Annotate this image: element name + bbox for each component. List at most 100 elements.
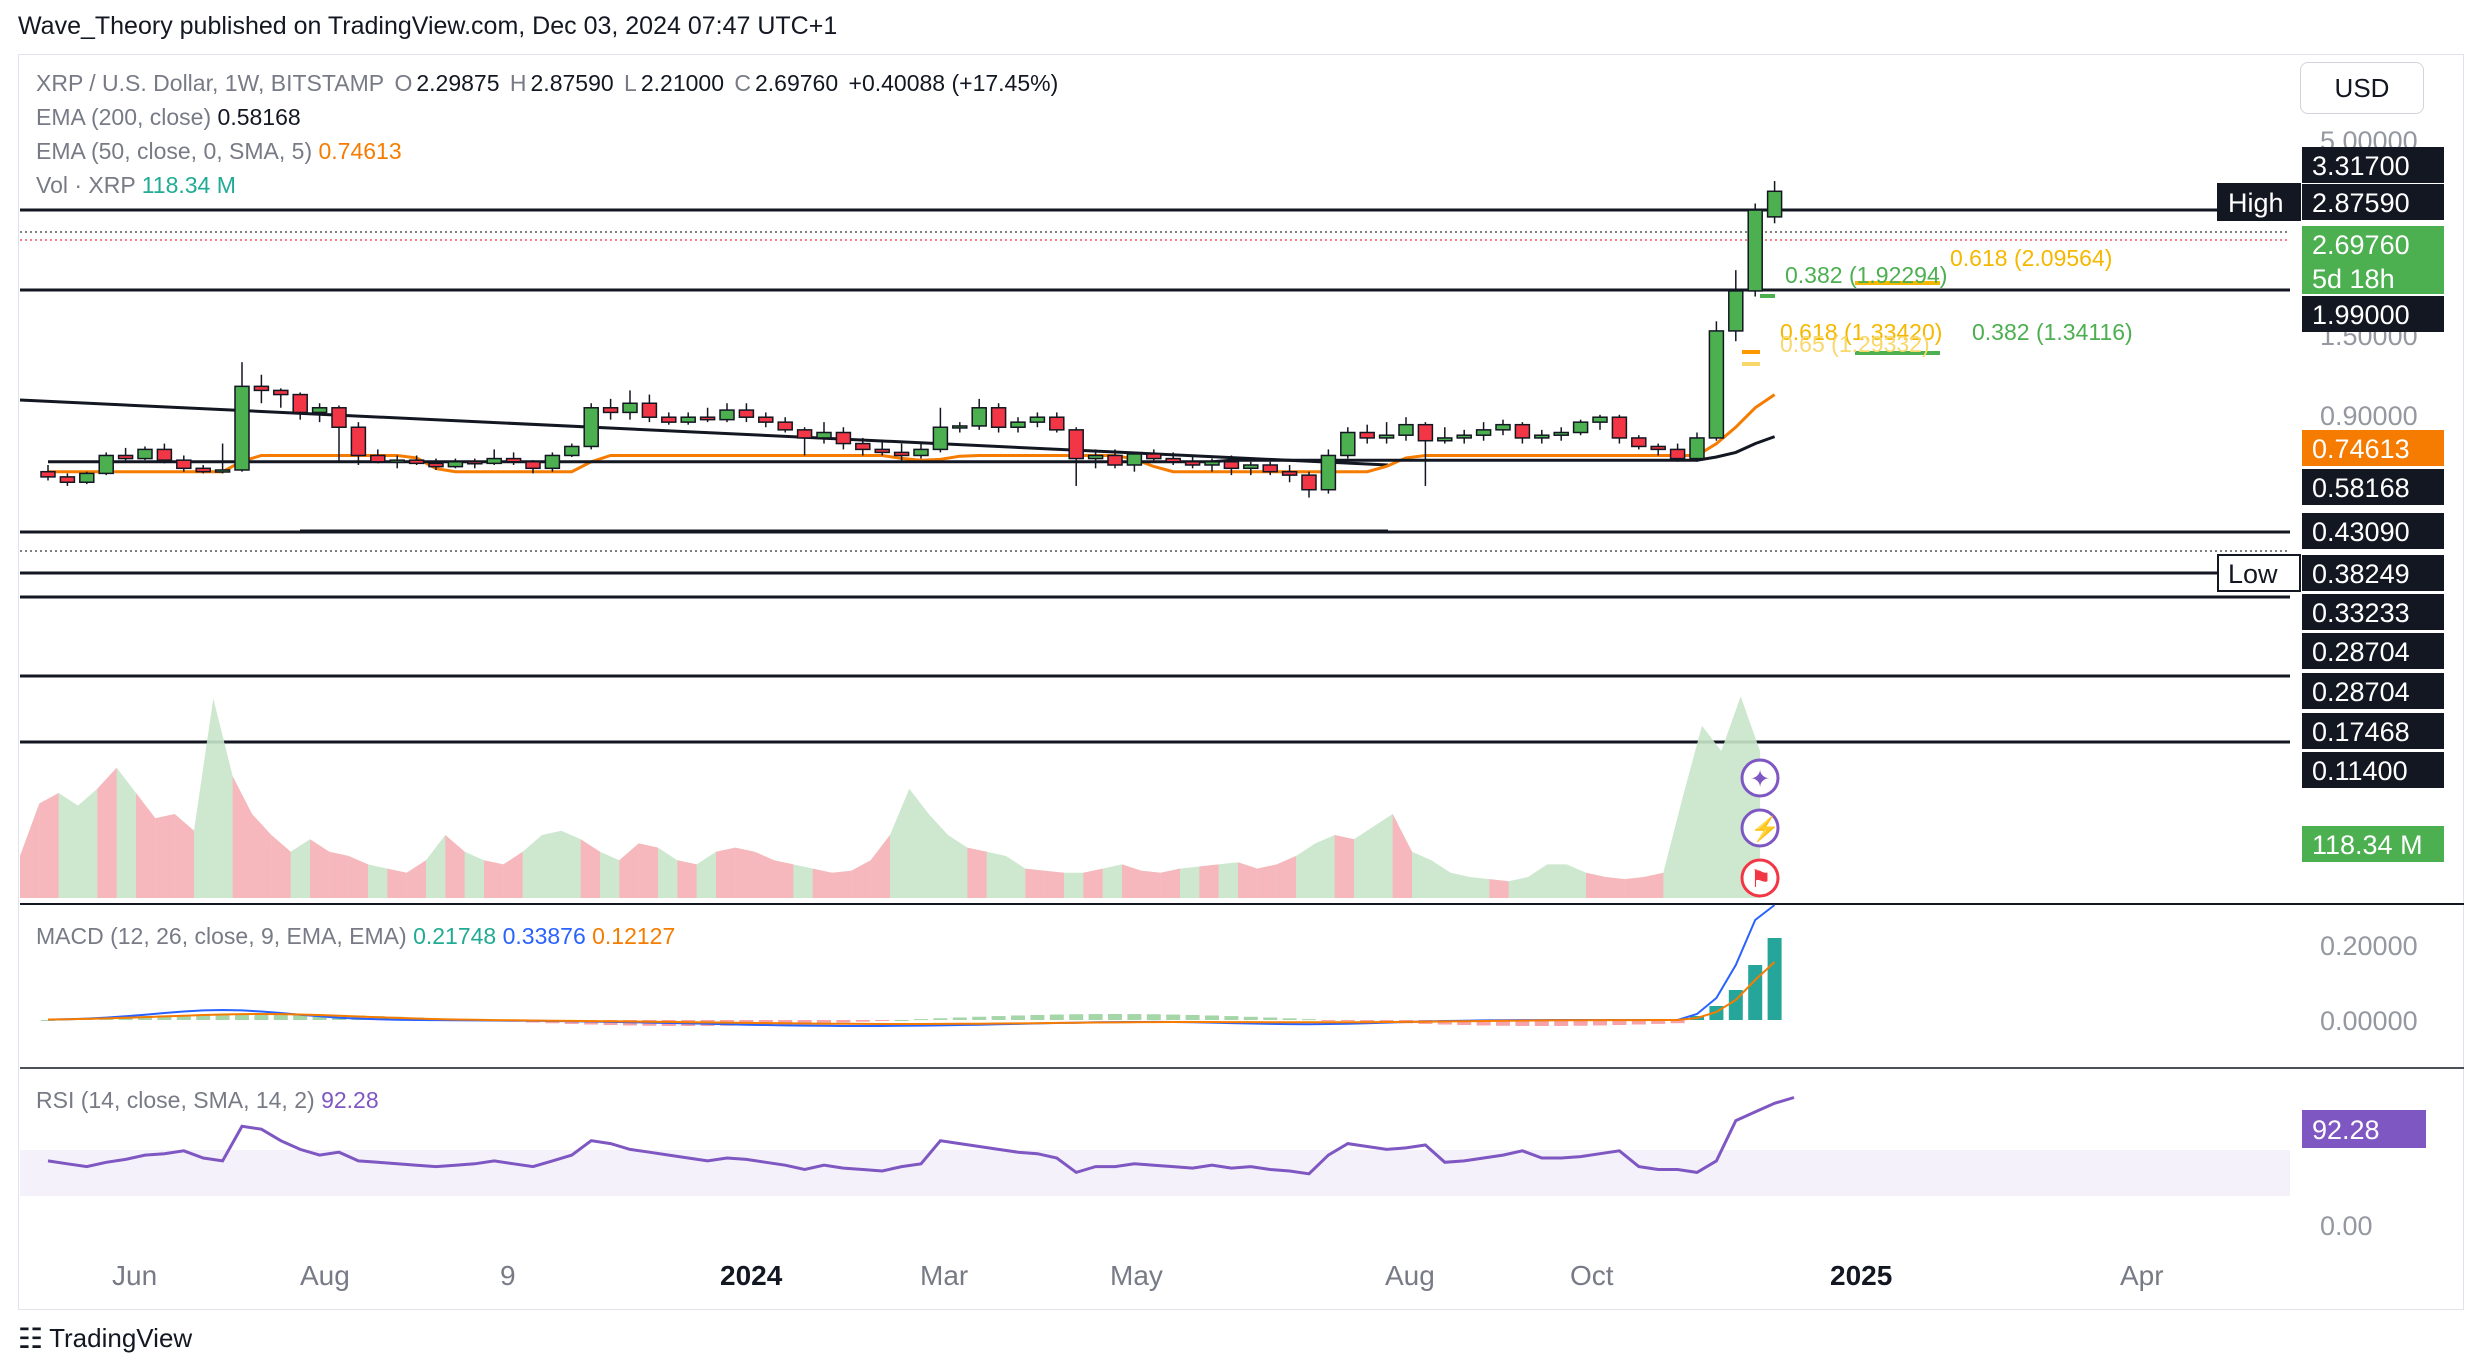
chart-frame	[18, 54, 2464, 1310]
volume-segment-down	[1257, 864, 1277, 898]
macd-signal-value: 0.12127	[592, 923, 676, 949]
candle-body	[1165, 457, 1181, 463]
x-axis-label: Mar	[920, 1260, 968, 1291]
x-axis-label: 2025	[1830, 1260, 1892, 1291]
open-value: 2.29875	[416, 70, 500, 96]
price-tag-box	[2302, 296, 2444, 332]
macd-bar	[1282, 1018, 1297, 1020]
macd-bar	[1263, 1017, 1278, 1020]
candle-body	[214, 469, 231, 473]
candle-body	[156, 448, 173, 461]
candle-body	[350, 426, 367, 457]
macd-bar	[1321, 1020, 1336, 1021]
candle-body	[79, 472, 95, 484]
macd-bar	[817, 1020, 831, 1024]
tradingview-logo[interactable]: ☷ TradingView	[18, 1322, 192, 1355]
x-axis-label: Jun	[112, 1260, 157, 1291]
ema50-legend[interactable]: EMA (50, close, 0, SMA, 5) 0.74613	[36, 138, 402, 165]
candle-body	[932, 426, 949, 451]
macd-bar	[1515, 1020, 1530, 1026]
candle-body	[370, 454, 386, 463]
price-tag-box	[2302, 184, 2444, 220]
flag-icon[interactable]: ⚑	[1740, 858, 1780, 898]
x-axis-label: Aug	[300, 1260, 350, 1291]
volume-segment-down	[1489, 879, 1509, 898]
candle-body	[855, 442, 871, 451]
candle-body	[1553, 431, 1569, 436]
volume-segment-down	[252, 814, 272, 898]
candle-body	[952, 425, 968, 429]
low-key: L	[624, 70, 637, 96]
high-value: 2.87590	[530, 70, 614, 96]
ema200-legend[interactable]: EMA (200, close) 0.58168	[36, 104, 301, 131]
candle-body	[1417, 423, 1434, 442]
macd-bar	[836, 1020, 851, 1023]
macd-bar	[1670, 1020, 1685, 1024]
rsi-line	[47, 1096, 1795, 1176]
candle-body	[525, 461, 541, 470]
symbol-title: XRP / U.S. Dollar, 1W, BITSTAMP	[36, 70, 385, 96]
price-tag-value: 0.28704	[2312, 677, 2410, 707]
candle-body	[117, 454, 134, 460]
tradingview-brand: TradingView	[49, 1323, 193, 1353]
macd-bar	[952, 1017, 967, 1020]
svg-text:⚑: ⚑	[1750, 866, 1772, 893]
candle-body	[1262, 464, 1278, 473]
volume-label: Vol · XRP	[36, 172, 136, 198]
candle-body	[1728, 290, 1744, 332]
ema50-line	[48, 393, 1776, 474]
candle-body	[253, 385, 270, 392]
volume-segment-down	[310, 839, 330, 898]
macd-bar	[1108, 1014, 1122, 1020]
price-tag-label: Low	[2228, 559, 2278, 589]
x-axis-label: Oct	[1570, 1260, 1614, 1291]
candle-body	[893, 451, 910, 457]
macd-bar	[875, 1020, 890, 1021]
price-tag-label-box	[2217, 183, 2301, 221]
volume-segment-down	[97, 767, 117, 898]
candle-body	[137, 448, 153, 460]
price-tag-label: High	[2228, 188, 2284, 218]
volume-segment-down	[155, 814, 175, 898]
rsi-value: 92.28	[321, 1087, 379, 1113]
low-value: 2.21000	[640, 70, 724, 96]
volume-segment-down	[1160, 868, 1180, 898]
volume-segment-down	[329, 851, 349, 898]
volume-segment-down	[348, 856, 368, 898]
macd-bar	[1340, 1020, 1355, 1021]
macd-bar	[1088, 1014, 1103, 1020]
price-tag-box	[2302, 555, 2444, 591]
candle-body	[1029, 416, 1046, 423]
rsi-label: RSI (14, close, SMA, 14, 2)	[36, 1087, 315, 1113]
lightning-icon[interactable]: ⚡	[1740, 808, 1780, 848]
volume-segment-down	[638, 843, 658, 898]
volume-segment-down	[754, 851, 774, 898]
candle-body	[1689, 437, 1705, 460]
price-tag-box	[2302, 633, 2444, 669]
macd-legend[interactable]: MACD (12, 26, close, 9, EMA, EMA) 0.2174…	[36, 923, 675, 950]
volume-legend[interactable]: Vol · XRP 118.34 M	[36, 172, 236, 199]
volume-segment-down	[503, 851, 523, 898]
candle-body	[583, 407, 599, 448]
candle-body	[641, 402, 658, 418]
rsi-legend[interactable]: RSI (14, close, SMA, 14, 2) 92.28	[36, 1087, 379, 1114]
candles-group	[40, 181, 1783, 498]
price-tag-countdown: 5d 18h	[2312, 264, 2395, 294]
volume-segment-down	[20, 803, 40, 898]
currency-selector[interactable]: USD	[2300, 62, 2424, 114]
candle-body	[486, 457, 502, 465]
macd-bar	[215, 1014, 230, 1020]
volume-segment-down	[870, 835, 890, 898]
sparkle-icon[interactable]: ✦	[1740, 758, 1780, 798]
macd-bar	[1185, 1014, 1200, 1020]
volume-segment-down	[174, 814, 194, 898]
candle-body	[680, 416, 696, 423]
price-tag-value: 3.31700	[2312, 151, 2410, 181]
svg-text:✦: ✦	[1750, 766, 1770, 793]
macd-bar	[1631, 1020, 1646, 1025]
macd-bar	[778, 1020, 793, 1025]
rsi-band	[20, 1150, 2290, 1196]
candle-body	[273, 389, 289, 396]
ema50-value: 0.74613	[318, 138, 402, 164]
